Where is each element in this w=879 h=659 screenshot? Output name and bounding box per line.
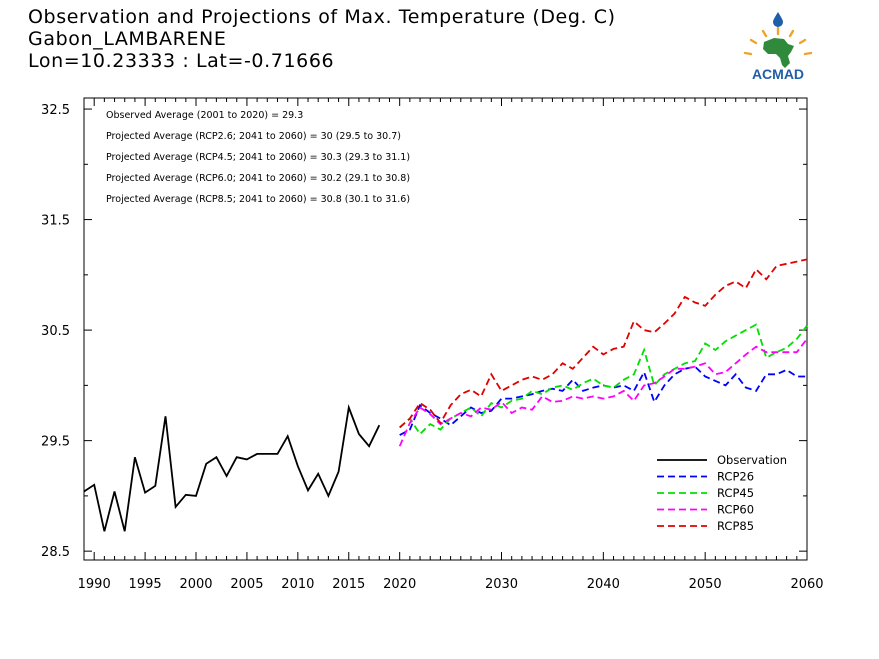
legend-label: RCP60 [717,503,754,517]
series-line-rcp60 [398,338,808,447]
series-line-observation [83,404,381,532]
water-drop-icon [773,12,783,27]
x-tick-label: 1995 [129,577,162,592]
x-tick-label: 2015 [332,577,365,592]
legend-label: RCP85 [717,519,754,533]
annotation-line: Projected Average (RCP2.6; 2041 to 2060)… [106,131,401,142]
annotation-line: Observed Average (2001 to 2020) = 29.3 [106,110,303,121]
legend: Observation RCP26 RCP45 RCP60 RCP85 [657,453,787,533]
series-lines [83,258,808,532]
annotation-line: Projected Average (RCP4.5; 2041 to 2060)… [106,152,410,163]
y-tick-label: 32.5 [41,103,70,118]
annotation-line: Projected Average (RCP8.5; 2041 to 2060)… [106,194,410,205]
sun-rays-icon [743,26,813,56]
x-tick-label: 2010 [281,577,314,592]
x-tick-label: 1990 [78,577,111,592]
x-axis: 1990 1995 2000 2005 2010 2015 2020 2030 2040 2050… [78,98,824,592]
x-tick-label: 2040 [587,577,620,592]
y-tick-label: 28.5 [41,545,70,560]
x-tick-label: 2050 [689,577,722,592]
chart-title: Observation and Projections of Max. Temp… [28,6,616,28]
x-tick-label: 2000 [179,577,212,592]
chart-title-block: Observation and Projections of Max. Temp… [28,6,616,72]
x-tick-label: 2060 [790,577,823,592]
y-tick-label: 31.5 [41,214,70,229]
plot-frame [83,97,808,561]
annotation-block: Observed Average (2001 to 2020) = 29.3 Pr… [106,110,410,205]
y-tick-label: 29.5 [41,435,70,450]
y-tick-label: 30.5 [41,324,70,339]
x-tick-label: 2020 [383,577,416,592]
station-coordinates: Lon=10.23333 : Lat=-0.71666 [28,50,335,72]
series-line-rcp26 [399,365,807,436]
series-line-rcp85 [399,258,808,429]
legend-label: Observation [717,453,787,467]
acmad-logo: ACMAD [743,12,813,82]
legend-label: RCP26 [717,470,754,484]
y-axis: 28.5 29.5 30.5 31.5 32.5 [41,103,807,560]
station-name: Gabon_LAMBARENE [28,28,227,50]
x-tick-label: 2005 [230,577,263,592]
series-line-rcp45 [399,323,808,436]
africa-map-icon [763,38,794,68]
legend-label: RCP45 [717,486,754,500]
x-tick-label: 2030 [485,577,518,592]
annotation-line: Projected Average (RCP6.0; 2041 to 2060)… [106,173,410,184]
logo-label: ACMAD [752,66,804,82]
